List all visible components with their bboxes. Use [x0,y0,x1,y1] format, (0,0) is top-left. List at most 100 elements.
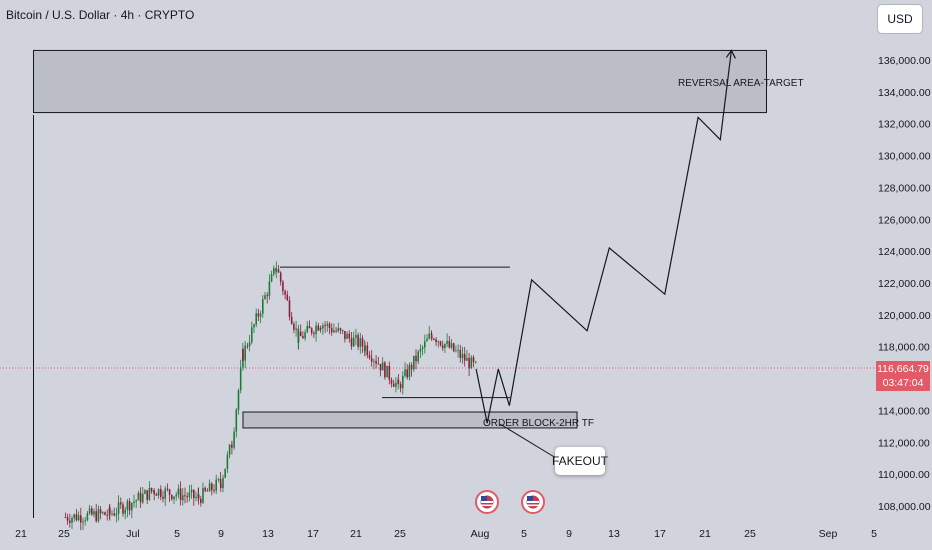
candle-body [444,343,446,349]
candle-body [186,496,188,498]
currency-button[interactable]: USD [877,4,923,34]
reversal-zone-label: REVERSAL AREA-TARGET [678,78,804,89]
candle-body [226,454,229,469]
price-axis: 108,000.00 110,000.00 112,000.00 114,000.00… [878,55,931,513]
candle-body [404,369,406,376]
candle-body [304,332,306,339]
y-tick-label: 128,000.00 [878,182,931,194]
candle-body [131,502,133,511]
candle-body [157,489,160,496]
projection-arrowhead [725,49,736,59]
y-tick-label: 122,000.00 [878,278,931,290]
y-tick-label: 124,000.00 [878,246,931,258]
candle-body [146,490,148,500]
candle-body [317,325,320,331]
candle-body [150,487,153,492]
candle-body [208,483,211,492]
fakeout-label: FAKEOUT [552,447,608,475]
candle-body [171,494,173,500]
candle-body [217,479,220,480]
candle-body [275,269,278,272]
candle-body [200,498,202,503]
candle-body [370,357,373,362]
candle-body [284,291,286,295]
x-tick-label: Jul [126,528,139,540]
x-tick-label: Aug [471,528,490,540]
us-flag-icon[interactable] [521,490,545,514]
y-tick-label: 118,000.00 [878,342,930,354]
candle-body [179,488,182,501]
candle-body [459,350,462,358]
candle-body [390,379,393,384]
candle-body [344,330,346,339]
candle-body [184,495,186,497]
projection-path [475,50,732,424]
candle-body [339,328,342,331]
candle-body [99,509,102,514]
candle-body [139,492,142,503]
candle-body [219,479,222,484]
candle-body [242,349,244,361]
candle-body [195,496,197,499]
candle-body [244,345,246,361]
y-tick-label: 120,000.00 [878,310,931,322]
candle-body [413,355,415,370]
candle-body [270,274,273,282]
candle-body [162,496,164,499]
candle-body [175,494,177,497]
candle-body [166,488,169,490]
candle-body [399,384,402,389]
candle-body [426,338,428,342]
candle-body [111,513,113,515]
y-tick-label: 132,000.00 [878,119,931,131]
candle-body [202,487,204,503]
candle-body [368,355,371,358]
us-flag-icon[interactable] [475,490,499,514]
candle-body [377,363,380,365]
candle-body [308,326,311,329]
candle-body [190,489,193,493]
candle-body [461,353,464,358]
candle-body [137,492,140,501]
candle-body [373,360,375,362]
candle-body [433,339,435,340]
candle-body [341,330,344,332]
candle-body [177,488,180,495]
candle-body [430,334,433,340]
candle-body [222,477,224,489]
x-tick-label: 9 [566,528,572,540]
candle-body [235,409,238,432]
candle-body [293,323,295,330]
candle-body [168,489,171,495]
candle-body [173,496,175,500]
x-tick-label: 25 [744,528,756,540]
candle-body [164,488,166,499]
candle-body [364,345,366,352]
x-tick-label: 21 [699,528,711,540]
candle-body [290,316,293,324]
candle-body [424,341,426,348]
candle-body [197,494,200,499]
candle-body [295,328,297,330]
candle-body [319,328,322,331]
candle-body [95,511,97,521]
x-tick-label: 5 [871,528,877,540]
x-tick-label: 25 [58,528,70,540]
candle-body [122,504,124,514]
candle-body [397,379,400,385]
candle-body [388,365,391,380]
candle-body [406,369,408,378]
candle-body [421,347,424,349]
order-block-zone [242,411,578,429]
candle-body [133,501,135,503]
candle-body [142,493,144,503]
candle-body [446,340,448,344]
candle-body [228,444,231,455]
candle-body [84,520,86,522]
candle-body [375,360,377,364]
candle-body [97,509,100,521]
candle-body [402,375,404,389]
candle-body [124,509,126,514]
